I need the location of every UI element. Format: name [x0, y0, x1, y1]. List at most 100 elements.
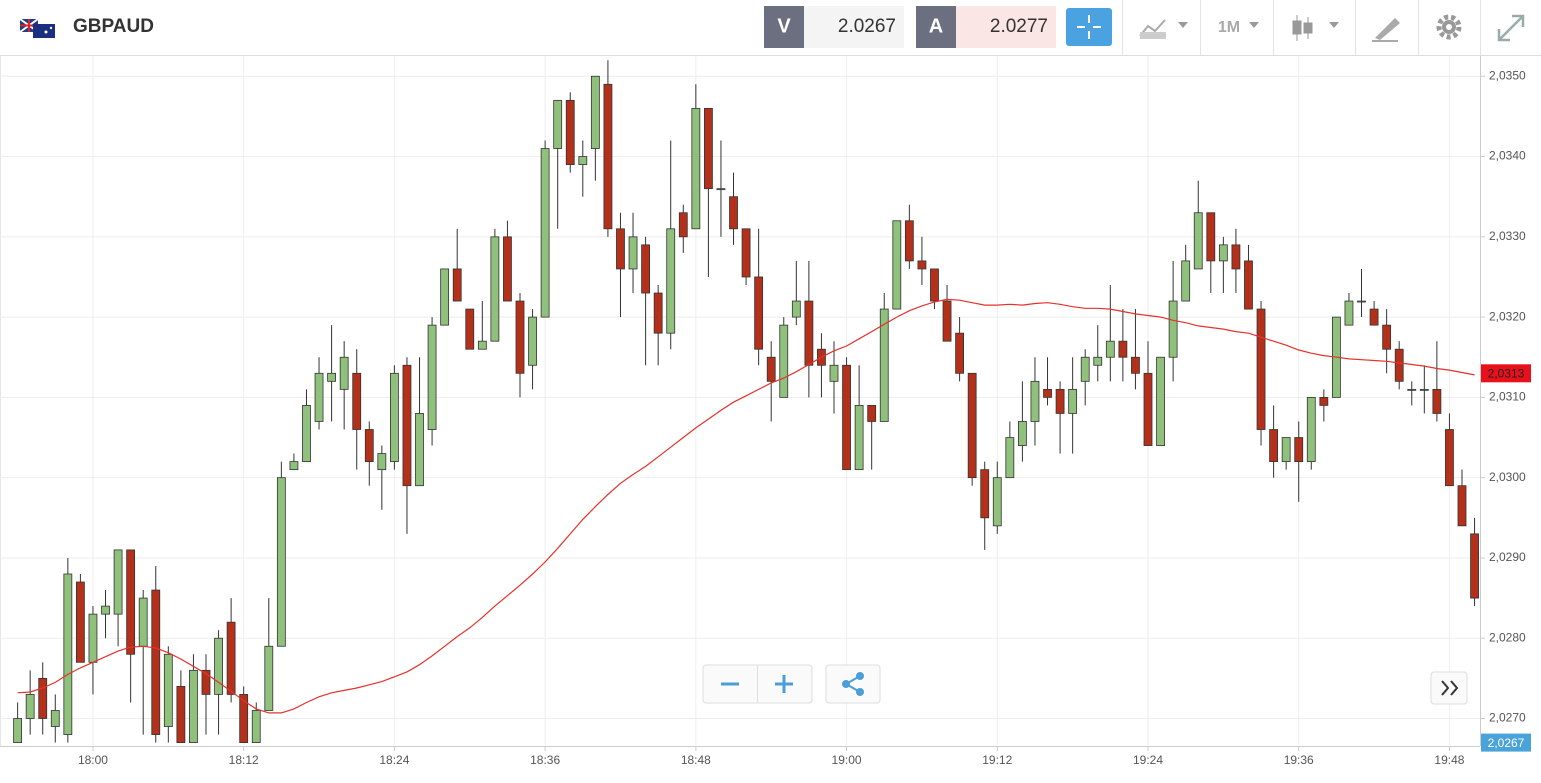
- candle-body: [766, 356, 776, 382]
- candle-body: [1143, 372, 1153, 446]
- candle-body: [980, 469, 990, 519]
- candle-body: [314, 372, 324, 422]
- candle-body: [1419, 388, 1429, 391]
- candle-body: [854, 405, 864, 471]
- candle-body: [415, 413, 424, 487]
- timeframe-caret: [1249, 22, 1259, 28]
- drawing-tool-button[interactable]: [1372, 18, 1400, 42]
- candle-body: [402, 364, 412, 487]
- x-tick-label: 19:36: [1284, 753, 1314, 767]
- candle-body: [101, 605, 110, 615]
- candle-body: [1043, 388, 1052, 398]
- candle-body: [88, 613, 98, 663]
- candle-body: [163, 653, 173, 727]
- candle-body: [1055, 388, 1065, 414]
- candle-body: [201, 669, 211, 695]
- candle-body: [76, 581, 85, 663]
- candle-body: [490, 236, 500, 342]
- candle-body: [1068, 388, 1078, 414]
- candle-body: [1018, 421, 1027, 446]
- candle-body: [1394, 348, 1404, 382]
- candle-body: [377, 453, 387, 471]
- candle-body: [528, 316, 537, 366]
- candle-body: [540, 148, 550, 318]
- x-tick-label: 19:00: [832, 753, 862, 767]
- candle-body: [452, 268, 462, 302]
- x-tick-label: 18:24: [379, 753, 409, 767]
- ask-label: A: [929, 15, 943, 37]
- candle-body: [1244, 260, 1253, 310]
- candle-body: [565, 99, 575, 165]
- candle-body: [1030, 380, 1040, 422]
- y-tick-label: 2,0270: [1489, 711, 1526, 725]
- candle-body: [1206, 212, 1216, 262]
- candle-body: [189, 669, 198, 743]
- candle-body: [1193, 212, 1203, 270]
- candle-body: [729, 196, 738, 230]
- zoom-in[interactable]: [775, 675, 793, 693]
- candle-body: [339, 356, 349, 390]
- candle-body: [691, 107, 701, 230]
- candle-body: [1457, 485, 1467, 527]
- candle-body: [1432, 388, 1442, 414]
- candle-style-button[interactable]: [1292, 15, 1339, 41]
- share-button[interactable]: [825, 664, 881, 704]
- bid-label: V: [777, 15, 791, 37]
- candle-body: [578, 156, 588, 165]
- y-tick-label: 2,0280: [1489, 630, 1526, 644]
- candle-body: [754, 276, 764, 350]
- candle-body: [138, 597, 148, 647]
- candle-body: [553, 99, 563, 149]
- candle-body: [666, 228, 676, 334]
- toolbar-separators: [1122, 0, 1481, 55]
- candle-body: [1168, 300, 1178, 358]
- candle-body: [791, 300, 801, 318]
- candle-body: [477, 340, 487, 350]
- candle-body: [992, 477, 1002, 527]
- chart-type-button[interactable]: [1139, 19, 1188, 39]
- candle-body: [1156, 356, 1165, 446]
- candle-body: [1470, 533, 1479, 599]
- candle-body: [641, 244, 650, 294]
- candle-body: [1231, 244, 1241, 270]
- candle-body: [603, 83, 613, 230]
- x-tick-label: 18:36: [530, 753, 560, 767]
- candle-body: [942, 300, 952, 342]
- candle-body: [879, 308, 889, 422]
- x-tick-label: 19:12: [982, 753, 1012, 767]
- ask-button[interactable]: [916, 6, 956, 48]
- settings-button[interactable]: [1436, 14, 1462, 40]
- candle-body: [653, 292, 663, 334]
- x-tick-label: 18:48: [681, 753, 711, 767]
- scroll-end-button[interactable]: [1430, 671, 1468, 705]
- candle-body: [276, 477, 286, 647]
- symbol: GBPAUD: [73, 16, 154, 37]
- price-label: 2,0313: [1488, 366, 1525, 380]
- price-label-box: [1481, 733, 1531, 752]
- candle-body: [867, 405, 877, 422]
- candle-body: [779, 324, 789, 398]
- zoom-controls: [702, 664, 813, 704]
- candle-body: [1269, 429, 1278, 463]
- candle-body: [1093, 356, 1103, 366]
- crosshair-button[interactable]: [1066, 8, 1112, 46]
- candle-body: [804, 300, 814, 366]
- candle-body: [842, 364, 851, 471]
- bid-box: [804, 6, 904, 48]
- moving-average: [17, 298, 1475, 714]
- candle-body: [113, 549, 123, 615]
- bid-button[interactable]: [764, 6, 804, 48]
- candle-body: [1445, 429, 1454, 487]
- candle-body: [1319, 396, 1329, 406]
- candle-body: [917, 260, 927, 270]
- bid-price: 2.0267: [838, 16, 896, 37]
- candle-body: [1281, 437, 1291, 463]
- timeframe[interactable]: 1M: [1218, 19, 1240, 36]
- fullscreen-button[interactable]: [1497, 14, 1525, 42]
- candle-body: [967, 372, 977, 479]
- ask-price: 2.0277: [990, 16, 1048, 37]
- candle-body: [1218, 244, 1228, 262]
- candle-body: [1294, 437, 1304, 463]
